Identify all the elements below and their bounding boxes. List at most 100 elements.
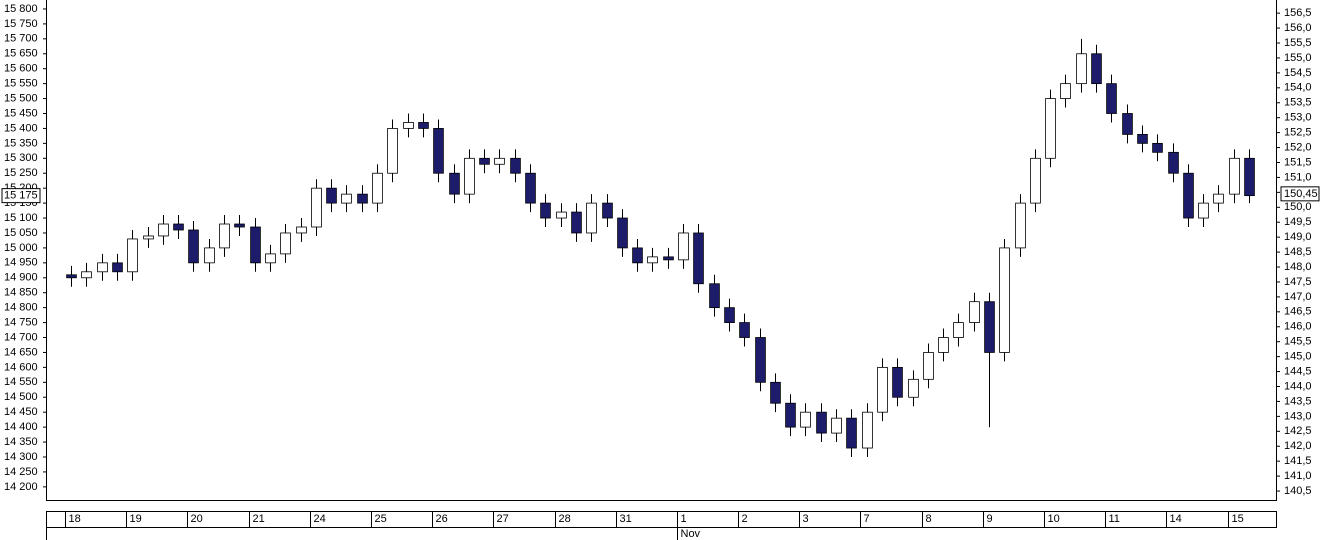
candle-body	[1198, 202, 1209, 219]
y-tick-label: 15 700	[4, 33, 38, 45]
candle-body	[387, 128, 398, 174]
candle-body	[250, 226, 261, 264]
candle-body	[97, 262, 108, 273]
y-tick-label: 14 650	[4, 346, 38, 358]
y-tick-label: 15 450	[4, 107, 38, 119]
x-tick-label: 3	[803, 513, 809, 525]
candle-body	[403, 122, 414, 129]
x-tick-label: 20	[191, 513, 203, 525]
y2-tick-label: 145,0	[1284, 351, 1312, 363]
candle-body	[1213, 193, 1224, 204]
y-tick-label: 14 350	[4, 436, 38, 448]
candle-body	[357, 193, 368, 204]
candle-body	[846, 417, 857, 449]
candle-body	[311, 187, 322, 228]
y-tick-label: 15 650	[4, 48, 38, 60]
candle-body	[862, 411, 873, 449]
x-tick-label: 19	[130, 513, 142, 525]
y-tick-label: 15 550	[4, 78, 38, 90]
candle-body	[938, 337, 949, 353]
candle-body	[770, 381, 781, 404]
y2-tick-label: 153,5	[1284, 97, 1312, 109]
y-tick-label: 15 500	[4, 92, 38, 104]
y-tick-label: 15 350	[4, 137, 38, 149]
x-tick-label: 15	[1232, 513, 1244, 525]
y-tick-label: 14 200	[4, 481, 38, 493]
y2-tick-label: 144,5	[1284, 365, 1312, 377]
candle-body	[464, 157, 475, 195]
candle-body	[1106, 83, 1117, 114]
y-tick-label: 14 850	[4, 287, 38, 299]
candle-body	[739, 322, 750, 338]
candle-body	[816, 411, 827, 434]
candle-body	[265, 253, 276, 264]
candle-body	[112, 262, 123, 273]
candle-body	[785, 402, 796, 428]
y-tick-label: 15 250	[4, 167, 38, 179]
y2-tick-label: 155,0	[1284, 52, 1312, 64]
candle-body	[127, 238, 138, 273]
y2-tick-label: 147,0	[1284, 291, 1312, 303]
x-tick-label: 9	[987, 513, 993, 525]
x-tick-label: 7	[864, 513, 870, 525]
candle-body	[800, 411, 811, 428]
candle-body	[908, 378, 919, 398]
candle-body	[892, 366, 903, 398]
candle-body	[831, 417, 842, 434]
y2-tick-label: 151,5	[1284, 156, 1312, 168]
candle-body	[479, 157, 490, 165]
y2-tick-label: 141,0	[1284, 470, 1312, 482]
candle-body	[999, 247, 1010, 353]
y-tick-label: 14 700	[4, 331, 38, 343]
candle-body	[143, 235, 154, 240]
candle-body	[1137, 134, 1148, 144]
x-tick-label: 31	[620, 513, 632, 525]
y2-tick-label: 147,5	[1284, 276, 1312, 288]
candle-body	[724, 307, 735, 323]
y-tick-label: 14 600	[4, 361, 38, 373]
y2-tick-label: 152,5	[1284, 127, 1312, 139]
candle-body	[280, 232, 291, 255]
candle-body	[234, 223, 245, 228]
x-tick-label: 27	[497, 513, 509, 525]
x-tick-label: 25	[375, 513, 387, 525]
y2-tick-label: 154,0	[1284, 82, 1312, 94]
y2-tick-label: 156,0	[1284, 22, 1312, 34]
last-price-label: 15 175	[4, 190, 38, 202]
y-tick-label: 14 250	[4, 466, 38, 478]
candle-body	[647, 256, 658, 264]
y-tick-label: 14 750	[4, 316, 38, 328]
y2-tick-label: 143,0	[1284, 410, 1312, 422]
y2-tick-label: 151,0	[1284, 171, 1312, 183]
y-tick-label: 15 400	[4, 122, 38, 134]
candle-body	[709, 283, 720, 309]
candle-body	[510, 157, 521, 174]
date-band	[46, 511, 1277, 528]
candle-body	[571, 211, 582, 234]
candle-body	[923, 352, 934, 380]
y-tick-label: 14 900	[4, 272, 38, 284]
candle-body	[66, 274, 77, 279]
y2-tick-label: 149,0	[1284, 231, 1312, 243]
candle-body	[418, 122, 429, 129]
candle-body	[1122, 113, 1133, 135]
candle-body	[188, 229, 199, 264]
y-tick-label: 14 300	[4, 451, 38, 463]
y-tick-label: 14 800	[4, 302, 38, 314]
candle-body	[219, 223, 230, 249]
y-tick-label: 14 950	[4, 257, 38, 269]
candle-body	[953, 322, 964, 338]
candle-body	[1244, 157, 1255, 197]
x-tick-label: 18	[69, 513, 81, 525]
candle-body	[1168, 151, 1179, 174]
y2-tick-label: 146,0	[1284, 321, 1312, 333]
y-tick-label: 15 600	[4, 63, 38, 75]
last-price-box	[1, 188, 41, 204]
candle-body	[877, 366, 888, 413]
y2-tick-label: 155,5	[1284, 37, 1312, 49]
y-tick-label: 15 750	[4, 18, 38, 30]
candle-body	[81, 271, 92, 279]
y-tick-label: 15 000	[4, 242, 38, 254]
candle-body	[158, 223, 169, 237]
y2-tick-label: 156,5	[1284, 7, 1312, 19]
